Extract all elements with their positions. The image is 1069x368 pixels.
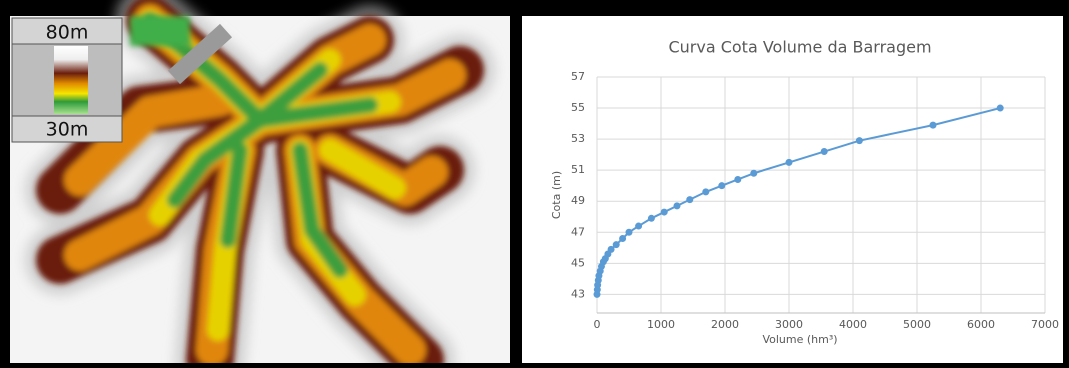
- data-point: [750, 170, 757, 177]
- chart-title: Curva Cota Volume da Barragem: [668, 38, 931, 57]
- data-point: [613, 241, 620, 248]
- y-tick-label: 53: [571, 132, 585, 145]
- data-point: [997, 105, 1004, 112]
- x-tick-label: 5000: [903, 318, 931, 331]
- data-point: [648, 215, 655, 222]
- y-tick-label: 49: [571, 194, 585, 207]
- legend-top-label: 80m: [46, 22, 89, 44]
- data-point: [856, 137, 863, 144]
- y-tick-label: 47: [571, 225, 585, 238]
- y-axis-label: Cota (m): [550, 171, 563, 219]
- map-legend: 80m 30m: [12, 18, 122, 142]
- x-tick-label: 2000: [711, 318, 739, 331]
- data-point: [686, 196, 693, 203]
- data-point: [661, 209, 668, 216]
- data-point: [786, 159, 793, 166]
- data-point: [734, 176, 741, 183]
- data-point: [821, 148, 828, 155]
- data-point: [626, 229, 633, 236]
- screenshot: 80m 30m Curva Cota Volume da Barragem Vo…: [0, 0, 1069, 363]
- data-point: [635, 223, 642, 230]
- data-point: [619, 235, 626, 242]
- x-axis-label: Volume (hm³): [762, 333, 837, 346]
- data-point: [930, 122, 937, 129]
- x-tick-label: 6000: [967, 318, 995, 331]
- x-tick-label: 1000: [647, 318, 675, 331]
- data-point: [674, 202, 681, 209]
- y-tick-label: 43: [571, 287, 585, 300]
- x-tick-label: 0: [594, 318, 601, 331]
- y-tick-label: 51: [571, 163, 585, 176]
- y-tick-label: 57: [571, 70, 585, 83]
- y-tick-label: 55: [571, 101, 585, 114]
- legend-bottom-label: 30m: [46, 119, 89, 141]
- y-tick-label: 45: [571, 256, 585, 269]
- chart-area: [522, 16, 1063, 363]
- x-tick-label: 4000: [839, 318, 867, 331]
- data-point: [718, 182, 725, 189]
- x-tick-label: 7000: [1031, 318, 1059, 331]
- data-point: [702, 188, 709, 195]
- x-tick-label: 3000: [775, 318, 803, 331]
